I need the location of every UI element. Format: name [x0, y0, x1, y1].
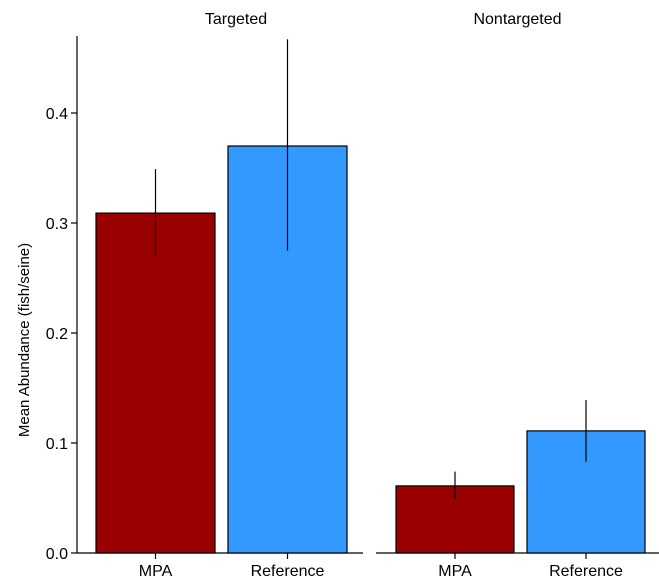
y-tick-label: 0.0 — [46, 546, 68, 563]
y-axis: 0.0 0.1 0.2 0.3 0.4 — [46, 36, 78, 563]
x-tick-label-reference: Reference — [549, 563, 623, 578]
bar-mpa — [95, 212, 216, 554]
x-tick-label-mpa: MPA — [438, 563, 472, 578]
panel-title: Targeted — [205, 11, 267, 28]
x-tick-label-mpa: MPA — [139, 563, 173, 578]
panel-targeted: Targeted MPA Reference — [77, 11, 363, 578]
y-axis-title: Mean Abundance (fish/seine) — [16, 243, 33, 437]
y-tick-label: 0.2 — [46, 326, 68, 343]
panel-title: Nontargeted — [473, 11, 561, 28]
panel-nontargeted: Nontargeted MPA Reference — [376, 11, 659, 578]
x-tick-label-reference: Reference — [251, 563, 325, 578]
panels: Targeted MPA Reference Nontargeted MPA Refere… — [77, 11, 659, 578]
y-tick-label: 0.3 — [46, 216, 68, 233]
y-tick-label: 0.1 — [46, 436, 68, 453]
y-tick-label: 0.4 — [46, 106, 68, 123]
